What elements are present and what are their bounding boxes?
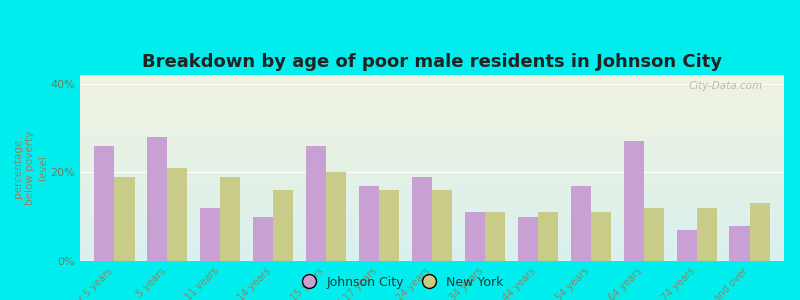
Bar (412, 177, 432, 261)
Bar (570, 186, 590, 261)
Bar (538, 212, 558, 261)
Title: Breakdown by age of poor male residents in Johnson City: Breakdown by age of poor male residents … (142, 53, 722, 71)
Bar (624, 141, 644, 261)
Bar (518, 217, 538, 261)
Legend: Johnson City, New York: Johnson City, New York (291, 271, 509, 294)
Bar (114, 177, 134, 261)
Bar (200, 208, 220, 261)
Bar (379, 190, 399, 261)
Y-axis label: percentage
below poverty
level: percentage below poverty level (13, 131, 48, 205)
Bar (485, 212, 505, 261)
Bar (677, 230, 697, 261)
Bar (730, 226, 750, 261)
Bar (590, 212, 611, 261)
Bar (644, 208, 664, 261)
Bar (326, 172, 346, 261)
Bar (220, 177, 240, 261)
Bar (306, 146, 326, 261)
Text: City-Data.com: City-Data.com (689, 81, 763, 91)
Bar (750, 203, 770, 261)
Bar (359, 186, 379, 261)
Bar (167, 168, 187, 261)
Bar (94, 146, 114, 261)
Bar (465, 212, 485, 261)
Bar (147, 137, 167, 261)
Bar (253, 217, 274, 261)
Bar (432, 190, 452, 261)
Bar (274, 190, 294, 261)
Bar (697, 208, 717, 261)
